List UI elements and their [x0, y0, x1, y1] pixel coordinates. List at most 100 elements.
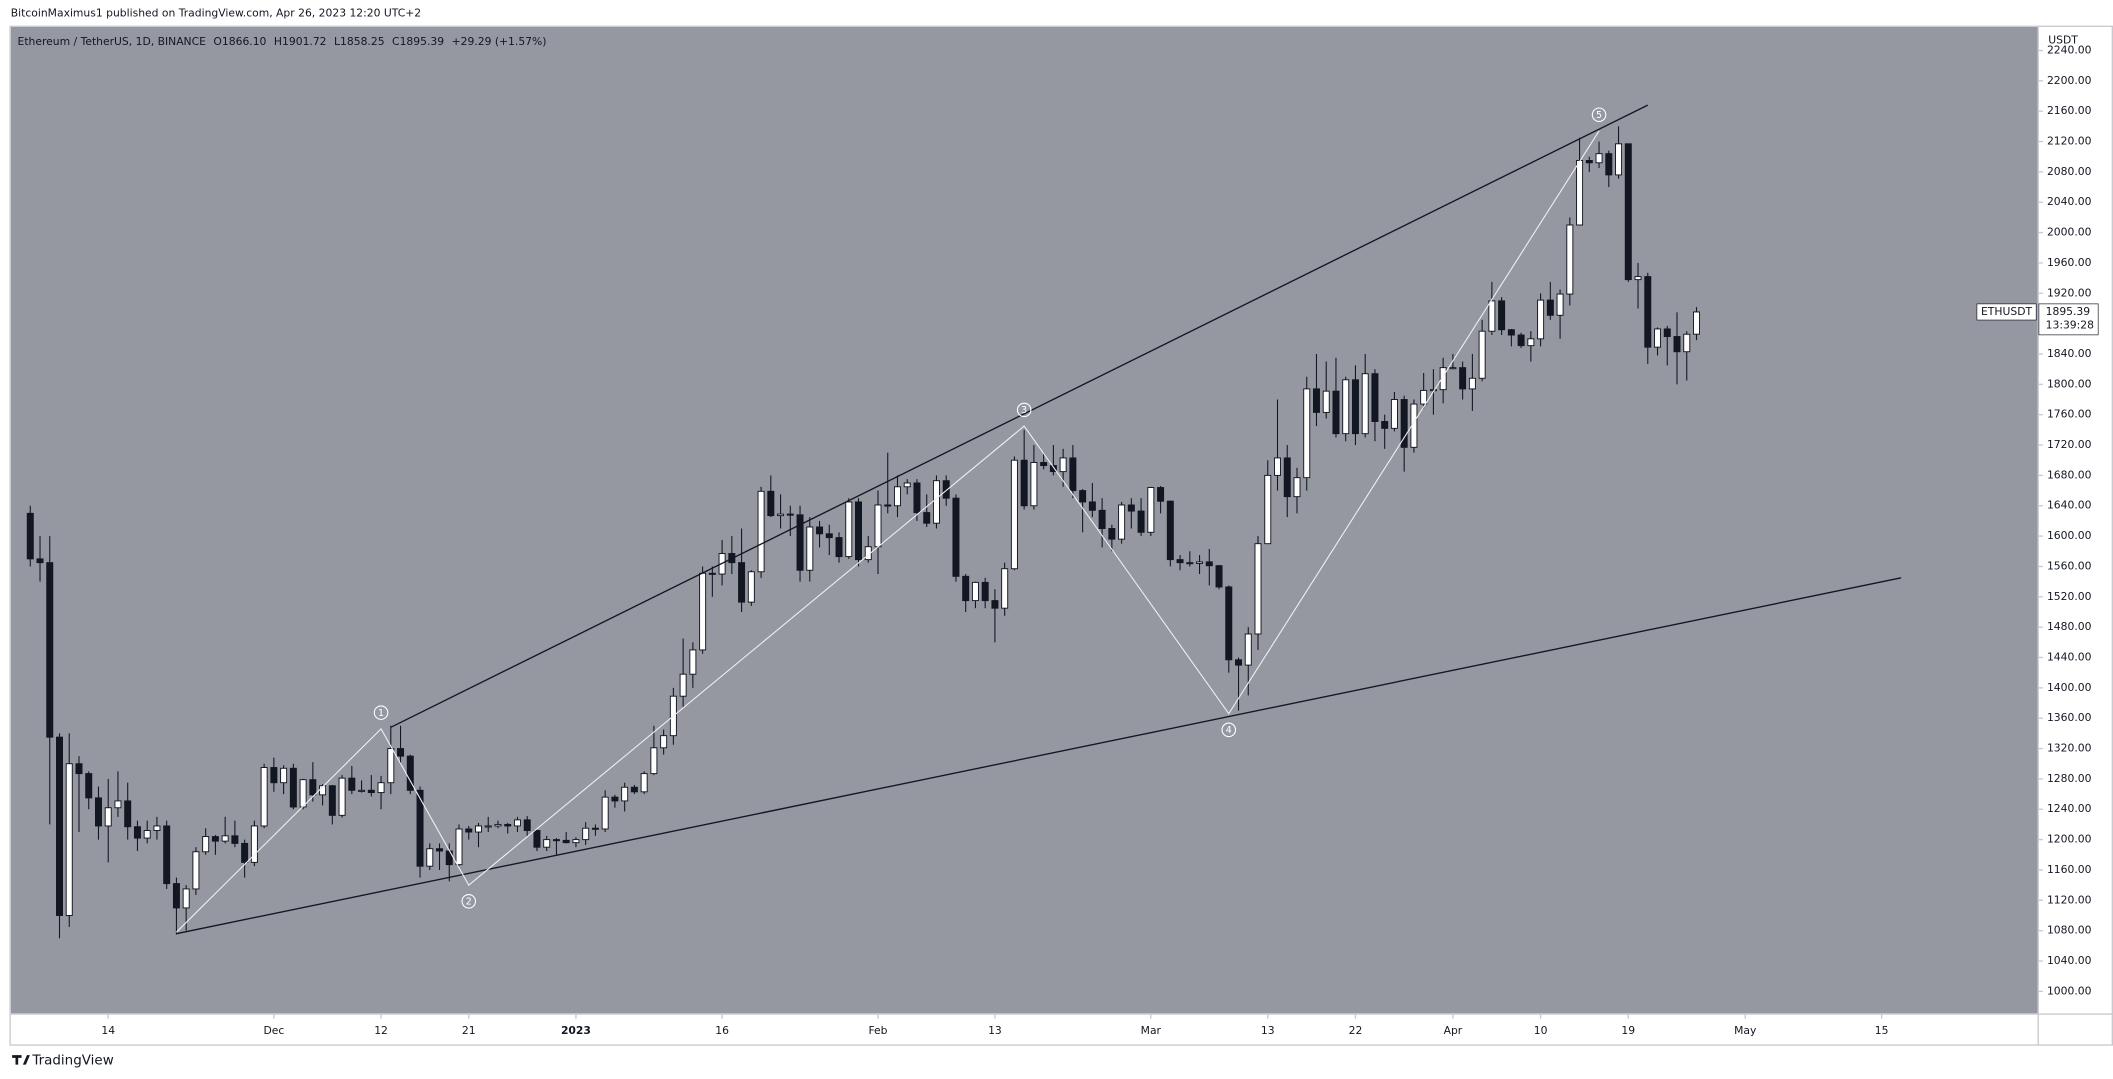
candle-body	[1468, 377, 1476, 390]
candle-body	[1069, 457, 1077, 492]
candle-body	[1351, 379, 1359, 435]
ohlc-value: 1858.25	[340, 35, 385, 48]
candle-body	[1527, 338, 1535, 347]
x-tick-label: 19	[1621, 1024, 1635, 1037]
candle-body	[1673, 336, 1681, 353]
y-tick-label: 1040.00	[2047, 954, 2092, 967]
candle-body	[991, 600, 999, 609]
candle-body	[484, 825, 492, 828]
candle-body	[864, 546, 872, 561]
wave-label-circle	[461, 894, 477, 909]
candle-body	[36, 558, 44, 564]
candle-body	[611, 796, 619, 802]
candle-body	[377, 782, 385, 794]
candle-body	[465, 828, 473, 833]
candle-body	[660, 735, 668, 749]
wave-label: 5	[1596, 110, 1602, 121]
x-tick-label: Dec	[263, 1024, 284, 1037]
change: +29.29 (+1.57%)	[452, 35, 547, 48]
candle-body	[250, 825, 258, 863]
candle-body	[825, 533, 833, 539]
candle-body	[1137, 510, 1145, 533]
candle-body	[757, 490, 765, 573]
candle-body	[1439, 367, 1447, 391]
candle-body	[903, 482, 911, 488]
candle-body	[1595, 153, 1603, 164]
wave-label: 4	[1226, 725, 1232, 736]
candle-body	[1634, 276, 1642, 281]
candle-body	[406, 755, 414, 791]
wave-label-circle	[373, 705, 389, 720]
y-tick-label: 1800.00	[2047, 377, 2092, 390]
candle-body	[1693, 311, 1700, 335]
candle-body	[1449, 367, 1457, 370]
y-tick-label: 1160.00	[2047, 863, 2092, 876]
ohlc-key: C	[392, 35, 400, 48]
plot-area: 1 2 3 4 5	[26, 104, 1902, 939]
y-tick-label: 1640.00	[2047, 499, 2092, 512]
candle-body	[796, 514, 804, 571]
axis-unit: USDT	[2048, 33, 2078, 46]
candle-body	[1176, 559, 1184, 564]
candle-body	[504, 823, 512, 827]
candle-body	[1205, 561, 1213, 567]
candle-body	[1663, 328, 1671, 338]
candle-body	[1371, 373, 1379, 422]
candle-body	[1517, 334, 1525, 347]
candle-body	[202, 836, 210, 853]
chart-pane	[10, 26, 2038, 1014]
candle-body	[163, 825, 171, 885]
candle-body	[348, 777, 356, 791]
candle-body	[1400, 399, 1408, 448]
candle-body	[572, 839, 580, 844]
x-tick-label: Mar	[1141, 1024, 1162, 1037]
wave-label-circle	[1221, 722, 1237, 738]
y-tick-label: 1400.00	[2047, 681, 2092, 694]
candle-body	[1020, 459, 1028, 507]
candle-body	[601, 796, 609, 830]
candle-body	[533, 830, 541, 848]
symbol-legend: Ethereum / TetherUS, 1D, BINANCE O1866.1…	[18, 35, 547, 48]
candle-body	[923, 512, 931, 524]
candle-body	[855, 501, 863, 561]
candle-body	[358, 789, 366, 792]
candle-body	[114, 800, 122, 809]
candle-body	[182, 888, 190, 909]
candle-body	[367, 789, 375, 794]
candle-body	[1546, 299, 1554, 316]
y-tick-label: 1920.00	[2047, 286, 2092, 299]
candle-body	[1312, 388, 1320, 413]
candle-body	[1566, 224, 1574, 295]
candle-body	[221, 835, 229, 842]
candle-body	[455, 828, 463, 866]
y-tick-label: 1720.00	[2047, 438, 2092, 451]
candle-body	[621, 786, 629, 802]
logo: TradingView	[12, 1053, 114, 1069]
candle-body	[338, 777, 346, 816]
candle-body	[241, 842, 249, 863]
candle-body	[1429, 389, 1437, 392]
candle-body	[523, 819, 531, 831]
candle-body	[94, 797, 102, 827]
candle-body	[1605, 153, 1613, 176]
y-tick-label: 1480.00	[2047, 620, 2092, 633]
candle-body	[738, 562, 746, 603]
candle-body	[26, 512, 34, 560]
candle-body	[1098, 509, 1106, 529]
candle-body	[1556, 293, 1564, 316]
candle-body	[260, 767, 268, 827]
x-tick-label: Feb	[868, 1024, 887, 1037]
candle-body	[1390, 399, 1398, 429]
candle-body	[1342, 379, 1350, 435]
y-tick-label: 2080.00	[2047, 165, 2092, 178]
y-tick-label: 1360.00	[2047, 711, 2092, 724]
candle-body	[1420, 389, 1428, 405]
frame	[9, 25, 2113, 1046]
candle-body	[1332, 390, 1340, 435]
candle-body	[591, 827, 599, 830]
candle-body	[767, 490, 775, 517]
x-tick-label: 13	[1261, 1024, 1275, 1037]
y-tick-label: 1600.00	[2047, 529, 2092, 542]
ohlc-key: H	[274, 35, 282, 48]
